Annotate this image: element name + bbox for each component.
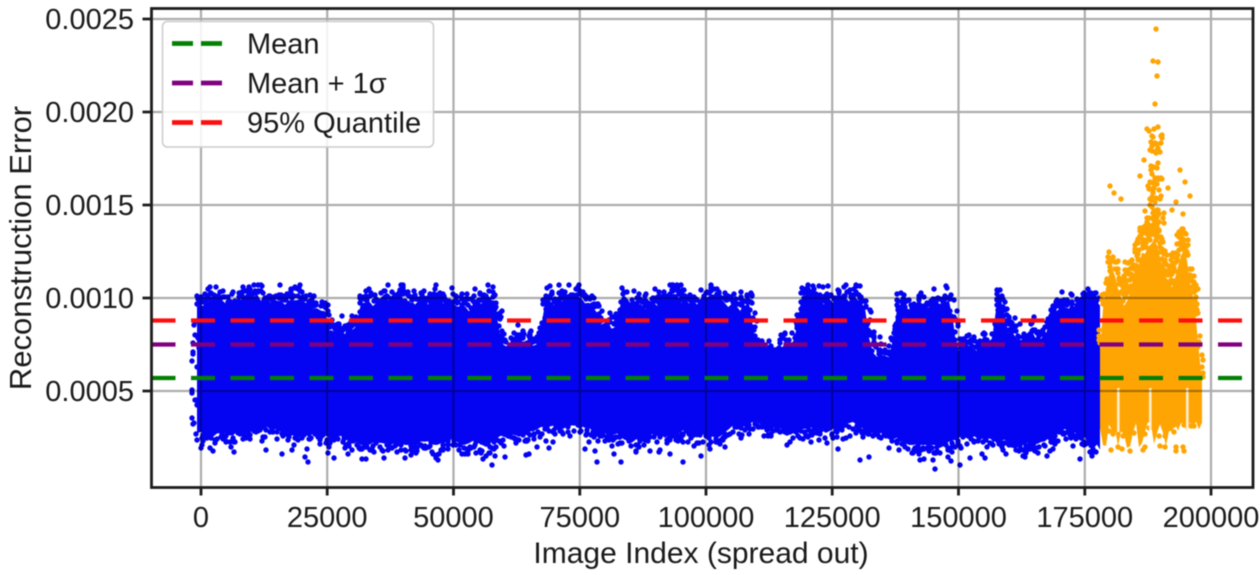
svg-text:0.0015: 0.0015 <box>45 190 134 222</box>
svg-text:125000: 125000 <box>784 502 881 534</box>
svg-text:75000: 75000 <box>539 502 620 534</box>
svg-text:0.0010: 0.0010 <box>45 283 134 315</box>
svg-text:Reconstruction Error: Reconstruction Error <box>3 106 38 390</box>
svg-text:Image Index (spread out): Image Index (spread out) <box>533 537 868 570</box>
svg-text:25000: 25000 <box>287 502 368 534</box>
svg-text:Mean: Mean <box>247 29 320 61</box>
svg-text:0.0005: 0.0005 <box>45 376 134 408</box>
svg-text:175000: 175000 <box>1036 502 1133 534</box>
svg-text:100000: 100000 <box>658 502 755 534</box>
svg-text:200000: 200000 <box>1163 502 1260 534</box>
svg-text:Mean + 1σ: Mean + 1σ <box>247 68 387 100</box>
svg-text:50000: 50000 <box>413 502 494 534</box>
svg-text:0.0025: 0.0025 <box>45 4 134 36</box>
svg-text:95% Quantile: 95% Quantile <box>247 108 421 140</box>
svg-text:0.0020: 0.0020 <box>45 97 134 129</box>
svg-text:150000: 150000 <box>910 502 1007 534</box>
svg-text:0: 0 <box>193 502 209 534</box>
